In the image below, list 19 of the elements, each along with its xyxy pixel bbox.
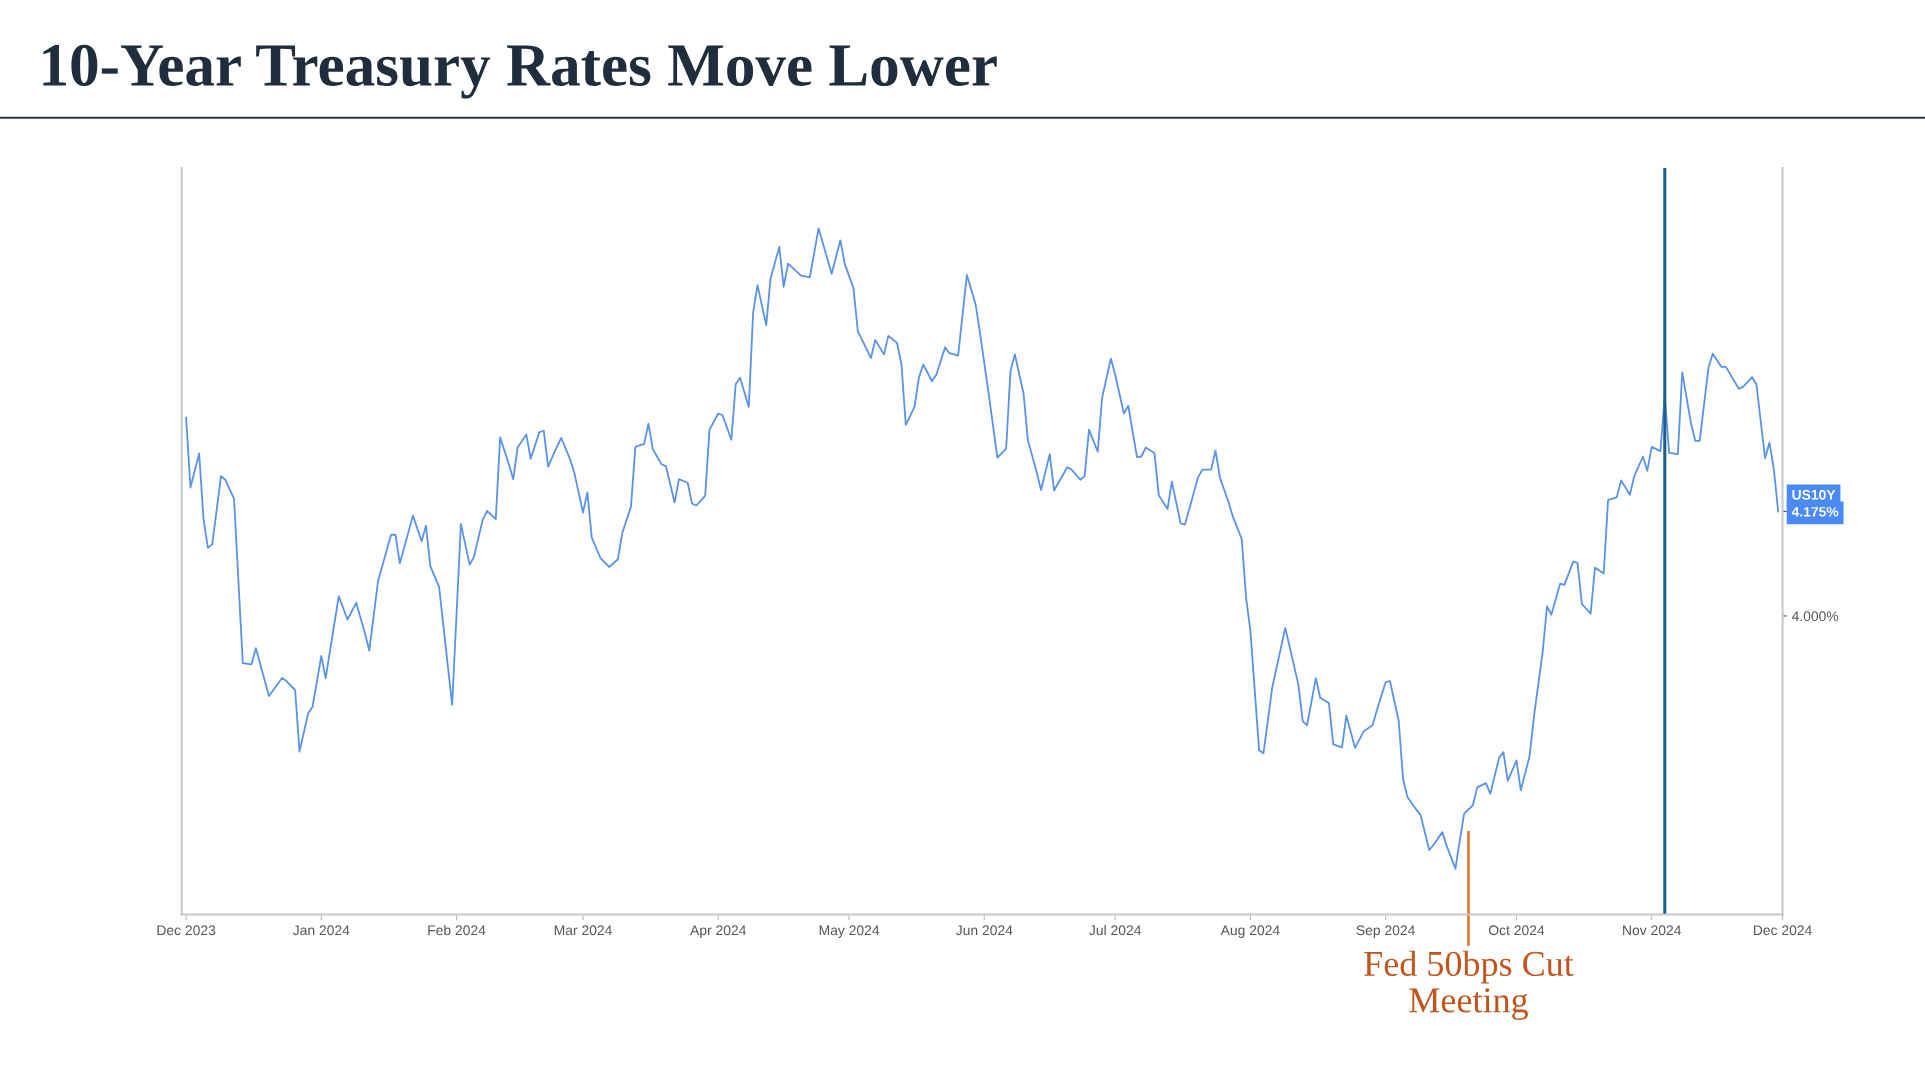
y-tick-label: 4.000% bbox=[1791, 611, 1839, 622]
x-tick-label: Mar 2024 bbox=[554, 925, 612, 936]
x-tick-label: Jun 2024 bbox=[955, 925, 1013, 936]
x-tick-label: Aug 2024 bbox=[1220, 925, 1280, 938]
text: US10Y bbox=[1792, 489, 1836, 500]
x-tick-label: Sep 2024 bbox=[1356, 925, 1415, 938]
ref-line-label: Fed 50bps Cut Meeting bbox=[1364, 950, 1574, 1021]
x-tick-label: Feb 2024 bbox=[428, 924, 486, 936]
x-tick-label: May 2024 bbox=[819, 925, 880, 938]
y-tick-label: 4.175% bbox=[1791, 506, 1839, 517]
chart-title: 10-Year Treasury Rates Move Lower bbox=[43, 44, 997, 99]
x-tick-label: Dec 2023 bbox=[157, 925, 216, 936]
line-series bbox=[185, 227, 1780, 870]
x-tick-label: Apr 2024 bbox=[690, 925, 747, 938]
x-tick-label: Nov 2024 bbox=[1623, 925, 1682, 936]
x-tick-label: Oct 2024 bbox=[1488, 925, 1545, 936]
x-tick-label: Dec 2024 bbox=[1753, 925, 1812, 936]
x-tick-label: Jul 2024 bbox=[1089, 924, 1142, 936]
x-tick-label: Jan 2024 bbox=[292, 925, 350, 936]
